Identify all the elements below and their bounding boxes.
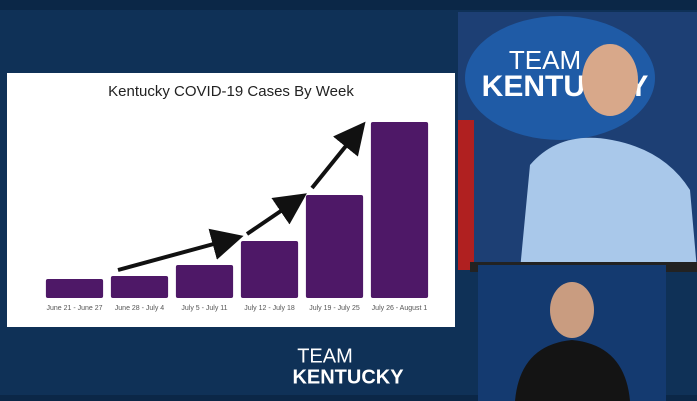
interpreter-head xyxy=(550,282,594,338)
plot: June 21 - June 27 June 28 - July 4 July 5 … xyxy=(45,122,429,312)
chart-title: Kentucky COVID-19 Cases By Week xyxy=(108,83,354,100)
flag xyxy=(458,120,474,270)
arrow xyxy=(117,228,244,272)
interpreter-body xyxy=(515,340,630,401)
trend-arrows xyxy=(117,121,366,272)
bar xyxy=(45,279,104,298)
speaker-head xyxy=(582,44,638,116)
bar xyxy=(240,241,299,298)
x-tick-label: July 26 - August 1 xyxy=(372,305,428,312)
x-tick-label: June 21 - June 27 xyxy=(46,305,102,312)
arrow xyxy=(245,193,307,236)
logo-line1: TEAM xyxy=(297,345,353,367)
x-tick-label: July 19 - July 25 xyxy=(309,305,360,312)
arrow xyxy=(310,121,366,190)
x-tick-label: June 28 - July 4 xyxy=(115,305,165,312)
bar xyxy=(110,276,169,298)
logo-line2: KENTUCKY xyxy=(292,366,404,388)
bar xyxy=(175,265,234,298)
bar xyxy=(305,195,364,298)
bar xyxy=(370,122,429,298)
video-logo-line1: TEAM xyxy=(509,45,581,75)
speaker-shirt xyxy=(520,137,697,270)
x-tick-label: July 5 - July 11 xyxy=(181,305,227,312)
x-tick-label: July 12 - July 18 xyxy=(244,305,295,312)
